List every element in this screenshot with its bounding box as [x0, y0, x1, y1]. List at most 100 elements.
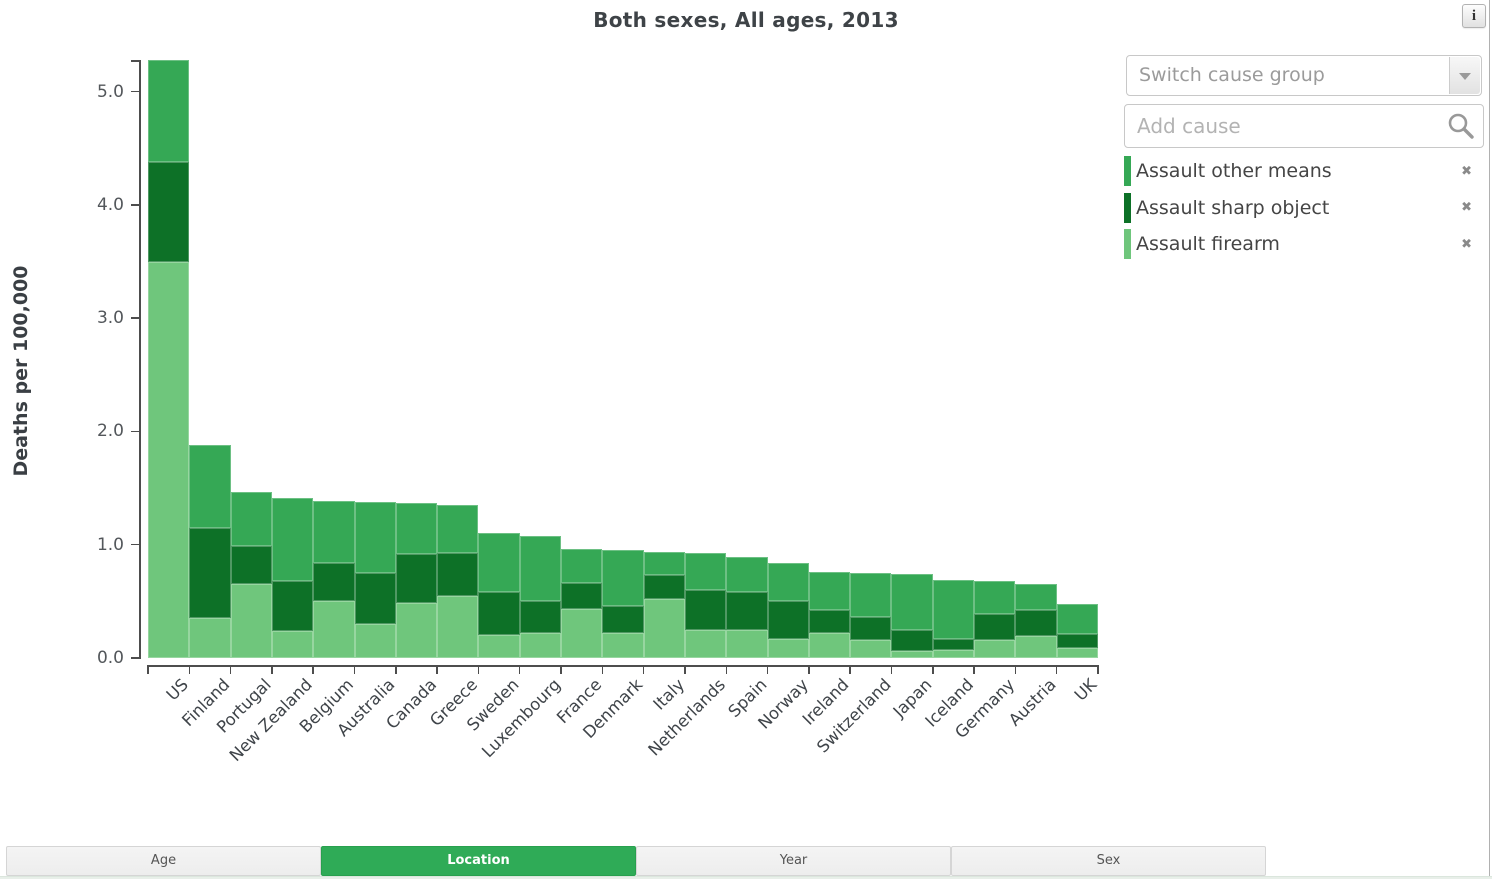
bar-segment-assault-other-means[interactable]: [354, 501, 396, 574]
bar-segment-assault-sharp-object[interactable]: [891, 629, 933, 652]
bar-segment-assault-other-means[interactable]: [148, 59, 190, 162]
bar-segment-assault-firearm[interactable]: [1056, 647, 1098, 658]
bar-segment-assault-sharp-object[interactable]: [354, 573, 396, 625]
bar-column-portugal[interactable]: [230, 491, 272, 658]
bar-segment-assault-sharp-object[interactable]: [148, 161, 190, 262]
bar-column-netherlands[interactable]: [684, 552, 727, 658]
bar-segment-assault-firearm[interactable]: [602, 633, 644, 658]
bar-segment-assault-other-means[interactable]: [891, 574, 933, 630]
bar-segment-assault-other-means[interactable]: [189, 445, 231, 528]
bar-column-japan[interactable]: [891, 574, 933, 658]
bar-segment-assault-sharp-object[interactable]: [1015, 610, 1057, 637]
bar-segment-assault-firearm[interactable]: [850, 639, 892, 658]
bar-segment-assault-firearm[interactable]: [189, 618, 231, 658]
bar-segment-assault-sharp-object[interactable]: [189, 527, 231, 619]
bar-segment-assault-firearm[interactable]: [271, 630, 314, 658]
bar-column-austria[interactable]: [1015, 584, 1057, 658]
bar-column-luxembourg[interactable]: [519, 535, 562, 658]
bar-column-ireland[interactable]: [808, 571, 851, 658]
bar-segment-assault-firearm[interactable]: [395, 602, 438, 658]
remove-cause-icon[interactable]: ✖: [1461, 163, 1472, 179]
bar-segment-assault-other-means[interactable]: [271, 498, 314, 581]
bar-segment-assault-sharp-object[interactable]: [726, 592, 768, 630]
bar-column-sweden[interactable]: [478, 533, 520, 658]
bar-segment-assault-sharp-object[interactable]: [684, 590, 727, 630]
bar-segment-assault-sharp-object[interactable]: [395, 553, 438, 603]
bar-segment-assault-sharp-object[interactable]: [519, 601, 562, 634]
bar-segment-assault-other-means[interactable]: [561, 549, 603, 584]
tab-age[interactable]: Age: [6, 846, 321, 876]
bar-segment-assault-firearm[interactable]: [1015, 636, 1057, 658]
bar-segment-assault-other-means[interactable]: [1015, 584, 1057, 611]
bar-segment-assault-other-means[interactable]: [395, 502, 438, 554]
bar-segment-assault-sharp-object[interactable]: [1056, 634, 1098, 648]
bar-segment-assault-other-means[interactable]: [643, 551, 685, 576]
bar-segment-assault-sharp-object[interactable]: [313, 562, 355, 602]
bar-column-finland[interactable]: [189, 445, 231, 658]
bar-column-germany[interactable]: [974, 580, 1016, 658]
legend-item[interactable]: Assault other means ✖: [1124, 156, 1484, 186]
bar-segment-assault-sharp-object[interactable]: [850, 617, 892, 640]
bar-segment-assault-firearm[interactable]: [726, 629, 768, 658]
bar-column-canada[interactable]: [395, 502, 438, 658]
bar-segment-assault-sharp-object[interactable]: [478, 592, 520, 636]
bar-segment-assault-firearm[interactable]: [767, 638, 809, 658]
bar-segment-assault-firearm[interactable]: [808, 633, 851, 658]
add-cause-input[interactable]: [1124, 104, 1484, 148]
legend-item[interactable]: Assault firearm ✖: [1124, 229, 1484, 259]
bar-segment-assault-sharp-object[interactable]: [271, 580, 314, 631]
bar-column-switzerland[interactable]: [850, 573, 892, 658]
bar-segment-assault-other-means[interactable]: [850, 573, 892, 618]
bar-segment-assault-firearm[interactable]: [148, 261, 190, 658]
tab-location[interactable]: Location: [321, 846, 636, 876]
bar-column-new-zealand[interactable]: [271, 498, 314, 658]
bar-segment-assault-sharp-object[interactable]: [974, 613, 1016, 640]
bar-segment-assault-firearm[interactable]: [561, 609, 603, 658]
bar-column-norway[interactable]: [767, 562, 809, 658]
bar-segment-assault-sharp-object[interactable]: [643, 575, 685, 600]
bar-segment-assault-other-means[interactable]: [230, 491, 272, 546]
switch-cause-group-dropdown[interactable]: Switch cause group: [1126, 55, 1482, 96]
bar-column-iceland[interactable]: [932, 579, 975, 658]
remove-cause-icon[interactable]: ✖: [1461, 200, 1472, 215]
dropdown-arrow-button[interactable]: [1449, 57, 1480, 94]
bar-column-belgium[interactable]: [313, 500, 355, 658]
bar-segment-assault-firearm[interactable]: [313, 601, 355, 658]
bar-segment-assault-other-means[interactable]: [808, 571, 851, 611]
bar-segment-assault-other-means[interactable]: [478, 533, 520, 593]
bar-segment-assault-other-means[interactable]: [519, 535, 562, 602]
bar-column-spain[interactable]: [726, 557, 768, 658]
bar-segment-assault-sharp-object[interactable]: [767, 601, 809, 639]
bar-column-greece[interactable]: [437, 505, 479, 658]
bar-segment-assault-firearm[interactable]: [891, 651, 933, 658]
bar-segment-assault-sharp-object[interactable]: [808, 610, 851, 634]
bar-column-france[interactable]: [561, 549, 603, 658]
bar-column-australia[interactable]: [354, 501, 396, 658]
bar-segment-assault-other-means[interactable]: [684, 552, 727, 591]
bar-segment-assault-firearm[interactable]: [354, 624, 396, 658]
bar-segment-assault-other-means[interactable]: [726, 557, 768, 593]
bar-segment-assault-firearm[interactable]: [478, 635, 520, 658]
bar-segment-assault-firearm[interactable]: [643, 599, 685, 658]
bar-segment-assault-firearm[interactable]: [684, 629, 727, 658]
bar-column-denmark[interactable]: [602, 550, 644, 658]
tab-sex[interactable]: Sex: [951, 846, 1266, 876]
bar-column-us[interactable]: [148, 59, 190, 658]
bar-column-uk[interactable]: [1056, 603, 1098, 658]
bar-segment-assault-other-means[interactable]: [602, 550, 644, 606]
bar-segment-assault-firearm[interactable]: [932, 650, 975, 658]
bar-segment-assault-sharp-object[interactable]: [932, 638, 975, 651]
bar-segment-assault-firearm[interactable]: [437, 595, 479, 658]
bar-column-italy[interactable]: [643, 551, 685, 658]
info-icon[interactable]: i: [1462, 4, 1486, 28]
bar-segment-assault-sharp-object[interactable]: [561, 583, 603, 610]
bar-segment-assault-other-means[interactable]: [313, 500, 355, 563]
bar-segment-assault-firearm[interactable]: [974, 639, 1016, 658]
bar-segment-assault-firearm[interactable]: [230, 584, 272, 658]
bar-segment-assault-sharp-object[interactable]: [230, 545, 272, 585]
bar-segment-assault-other-means[interactable]: [437, 505, 479, 553]
bar-segment-assault-other-means[interactable]: [767, 562, 809, 602]
tab-year[interactable]: Year: [636, 846, 951, 876]
bar-segment-assault-other-means[interactable]: [932, 579, 975, 639]
legend-item[interactable]: Assault sharp object ✖: [1124, 192, 1484, 223]
